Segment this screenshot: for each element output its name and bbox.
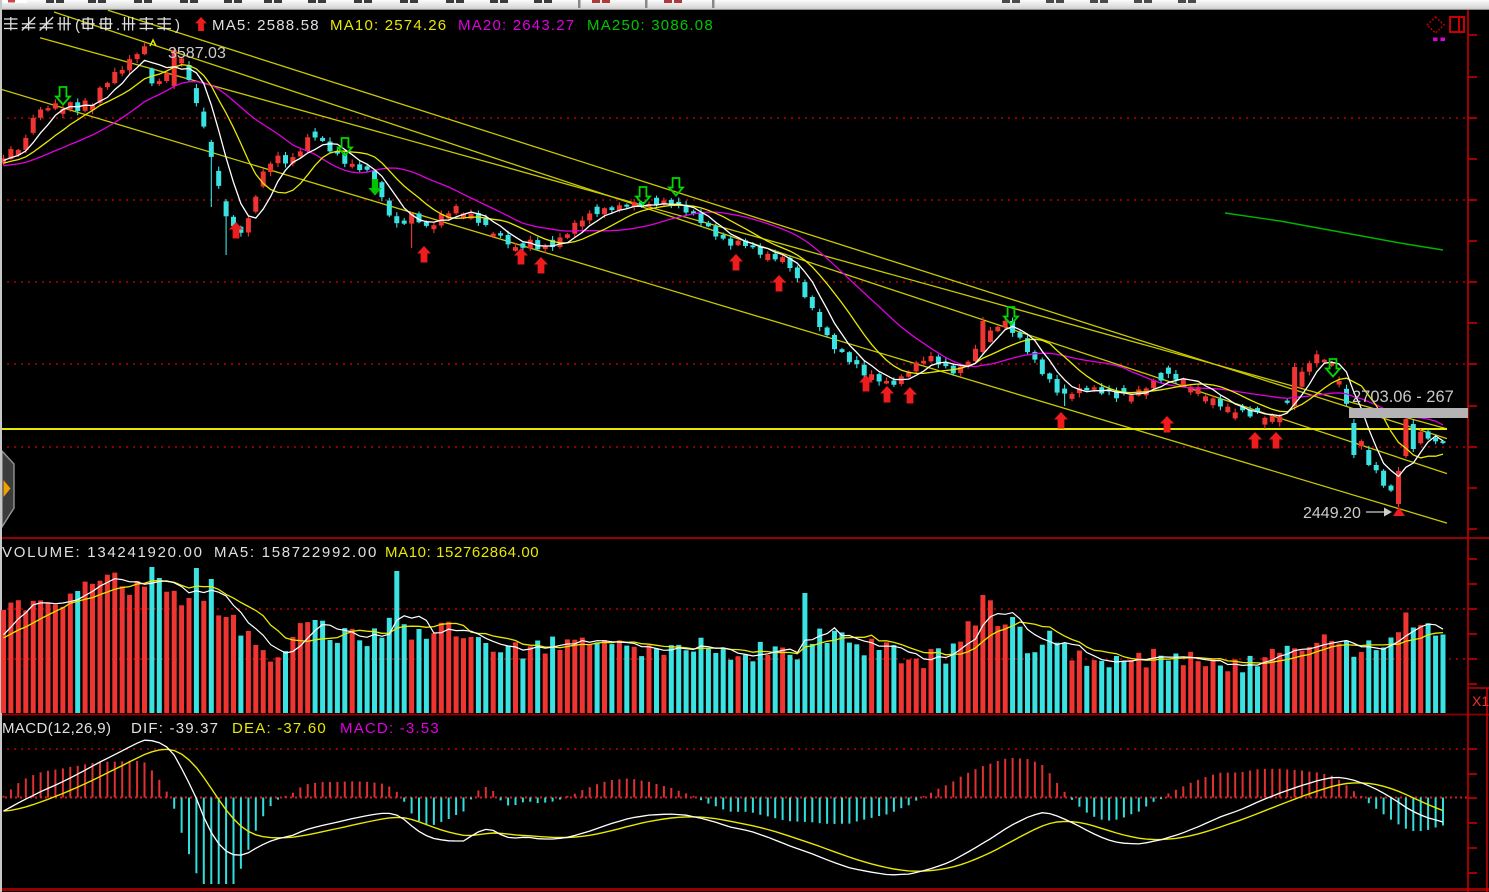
svg-text:MA10: 2574.26: MA10: 2574.26 bbox=[330, 17, 447, 34]
svg-text:MA10: 152762864.00: MA10: 152762864.00 bbox=[385, 544, 539, 561]
svg-text:MA250: 3086.08: MA250: 3086.08 bbox=[587, 17, 714, 34]
svg-text:): ) bbox=[175, 17, 180, 34]
svg-text:MACD: -3.53: MACD: -3.53 bbox=[340, 720, 440, 737]
svg-text:2449.20: 2449.20 bbox=[1303, 505, 1361, 522]
svg-text:MACD(12,26,9): MACD(12,26,9) bbox=[2, 720, 111, 737]
svg-text:MA5: 2588.58: MA5: 2588.58 bbox=[212, 17, 320, 34]
svg-text:MA20: 2643.27: MA20: 2643.27 bbox=[458, 17, 575, 34]
svg-text:VOLUME: 134241920.00: VOLUME: 134241920.00 bbox=[2, 544, 204, 561]
svg-text:DIF: -39.37: DIF: -39.37 bbox=[131, 720, 219, 737]
svg-text:DEA: -37.60: DEA: -37.60 bbox=[232, 720, 327, 737]
svg-text:MA5: 158722992.00: MA5: 158722992.00 bbox=[214, 544, 378, 561]
svg-text:.: . bbox=[116, 17, 120, 34]
svg-text:X1: X1 bbox=[1472, 693, 1489, 709]
svg-text:3587.03: 3587.03 bbox=[168, 45, 226, 62]
svg-text:(: ( bbox=[75, 17, 80, 34]
svg-text:2703.06 - 267: 2703.06 - 267 bbox=[1352, 388, 1454, 406]
